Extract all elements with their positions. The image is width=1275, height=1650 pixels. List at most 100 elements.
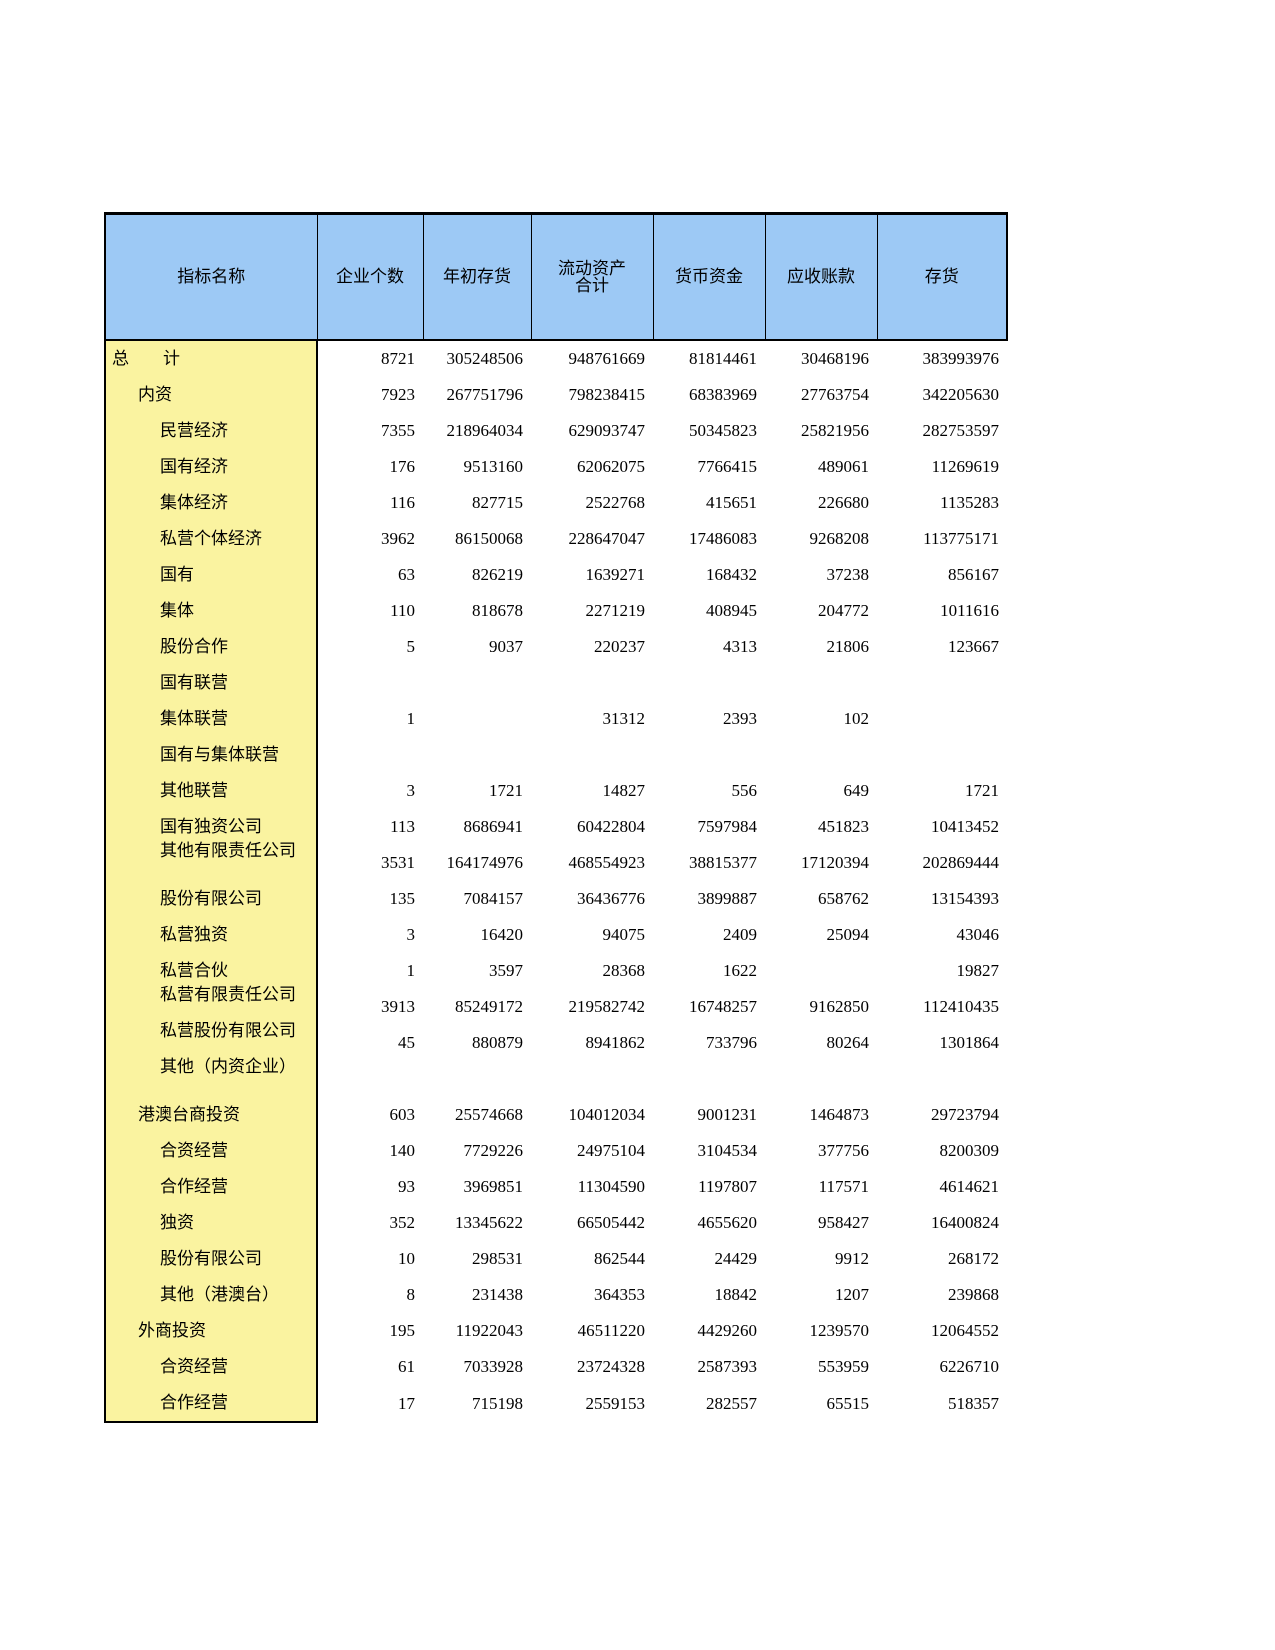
cell-monetary-funds[interactable] bbox=[653, 1061, 765, 1097]
cell-monetary-funds[interactable]: 556 bbox=[653, 773, 765, 809]
cell-monetary-funds[interactable]: 2409 bbox=[653, 917, 765, 953]
cell-monetary-funds[interactable]: 50345823 bbox=[653, 413, 765, 449]
cell-enterprise-count[interactable]: 45 bbox=[317, 1025, 423, 1061]
row-label-cell[interactable]: 民营经济 bbox=[104, 413, 318, 449]
row-label-cell[interactable]: 国有联营 bbox=[104, 665, 318, 701]
cell-enterprise-count[interactable]: 176 bbox=[317, 449, 423, 485]
table-row[interactable]: 内资 7923 267751796 798238415 68383969 27763754… bbox=[104, 377, 1007, 413]
cell-enterprise-count[interactable]: 3962 bbox=[317, 521, 423, 557]
cell-beginning-inventory[interactable]: 164174976 bbox=[423, 845, 531, 881]
cell-current-assets-total[interactable] bbox=[531, 737, 653, 773]
cell-current-assets-total[interactable]: 220237 bbox=[531, 629, 653, 665]
column-header-beginning-inventory[interactable]: 年初存货 bbox=[422, 212, 532, 341]
cell-current-assets-total[interactable]: 11304590 bbox=[531, 1169, 653, 1205]
cell-enterprise-count[interactable] bbox=[317, 665, 423, 701]
table-row[interactable]: 外商投资 195 11922043 46511220 4429260 1239570 120… bbox=[104, 1313, 1007, 1349]
cell-monetary-funds[interactable]: 1622 bbox=[653, 953, 765, 989]
cell-inventory[interactable]: 43046 bbox=[877, 917, 1007, 953]
cell-enterprise-count[interactable]: 352 bbox=[317, 1205, 423, 1241]
table-row[interactable]: 合资经营 140 7729226 24975104 3104534 377756 82003… bbox=[104, 1133, 1007, 1169]
cell-current-assets-total[interactable] bbox=[531, 665, 653, 701]
table-row[interactable]: 集体 110 818678 2271219 408945 204772 1011616 bbox=[104, 593, 1007, 629]
cell-inventory[interactable]: 1721 bbox=[877, 773, 1007, 809]
cell-enterprise-count[interactable]: 135 bbox=[317, 881, 423, 917]
cell-enterprise-count[interactable]: 110 bbox=[317, 593, 423, 629]
row-label-cell[interactable]: 股份合作 bbox=[104, 629, 318, 665]
cell-beginning-inventory[interactable]: 715198 bbox=[423, 1385, 531, 1422]
cell-inventory[interactable] bbox=[877, 737, 1007, 773]
cell-beginning-inventory[interactable]: 13345622 bbox=[423, 1205, 531, 1241]
cell-monetary-funds[interactable]: 3104534 bbox=[653, 1133, 765, 1169]
cell-beginning-inventory[interactable]: 818678 bbox=[423, 593, 531, 629]
cell-monetary-funds[interactable]: 2587393 bbox=[653, 1349, 765, 1385]
cell-current-assets-total[interactable]: 31312 bbox=[531, 701, 653, 737]
row-label-cell[interactable]: 私营合伙 bbox=[104, 953, 318, 989]
cell-enterprise-count[interactable]: 61 bbox=[317, 1349, 423, 1385]
cell-accounts-receivable[interactable]: 226680 bbox=[765, 485, 877, 521]
cell-monetary-funds[interactable]: 733796 bbox=[653, 1025, 765, 1061]
cell-accounts-receivable[interactable]: 30468196 bbox=[765, 340, 877, 377]
cell-enterprise-count[interactable]: 113 bbox=[317, 809, 423, 845]
cell-enterprise-count[interactable]: 1 bbox=[317, 953, 423, 989]
cell-beginning-inventory[interactable]: 16420 bbox=[423, 917, 531, 953]
cell-current-assets-total[interactable]: 629093747 bbox=[531, 413, 653, 449]
cell-monetary-funds[interactable]: 16748257 bbox=[653, 989, 765, 1025]
cell-beginning-inventory[interactable] bbox=[423, 1061, 531, 1097]
cell-current-assets-total[interactable]: 14827 bbox=[531, 773, 653, 809]
table-row[interactable]: 股份有限公司 10 298531 862544 24429 9912 268172 bbox=[104, 1241, 1007, 1277]
cell-enterprise-count[interactable]: 1 bbox=[317, 701, 423, 737]
cell-current-assets-total[interactable]: 2559153 bbox=[531, 1385, 653, 1422]
cell-monetary-funds[interactable]: 24429 bbox=[653, 1241, 765, 1277]
cell-current-assets-total[interactable]: 2271219 bbox=[531, 593, 653, 629]
row-label-cell[interactable]: 港澳台商投资 bbox=[104, 1097, 318, 1133]
cell-beginning-inventory[interactable]: 298531 bbox=[423, 1241, 531, 1277]
cell-monetary-funds[interactable]: 415651 bbox=[653, 485, 765, 521]
table-row[interactable]: 合作经营 17 715198 2559153 282557 65515 518357 bbox=[104, 1385, 1007, 1423]
cell-beginning-inventory[interactable] bbox=[423, 737, 531, 773]
cell-beginning-inventory[interactable]: 7084157 bbox=[423, 881, 531, 917]
cell-current-assets-total[interactable]: 948761669 bbox=[531, 340, 653, 377]
cell-accounts-receivable[interactable]: 9162850 bbox=[765, 989, 877, 1025]
column-header-enterprise-count[interactable]: 企业个数 bbox=[316, 212, 424, 341]
column-header-indicator-name[interactable]: 指标名称 bbox=[104, 212, 318, 341]
row-label-cell[interactable]: 国有独资公司 bbox=[104, 809, 318, 845]
row-label-cell[interactable]: 合作经营 bbox=[104, 1169, 318, 1205]
cell-current-assets-total[interactable]: 228647047 bbox=[531, 521, 653, 557]
row-label-cell[interactable]: 股份有限公司 bbox=[104, 1241, 318, 1277]
cell-current-assets-total[interactable]: 36436776 bbox=[531, 881, 653, 917]
cell-current-assets-total[interactable]: 66505442 bbox=[531, 1205, 653, 1241]
table-row[interactable]: 民营经济 7355 218964034 629093747 50345823 258219… bbox=[104, 413, 1007, 449]
cell-current-assets-total[interactable]: 219582742 bbox=[531, 989, 653, 1025]
cell-monetary-funds[interactable]: 3899887 bbox=[653, 881, 765, 917]
cell-accounts-receivable[interactable]: 17120394 bbox=[765, 845, 877, 881]
cell-enterprise-count[interactable]: 8 bbox=[317, 1277, 423, 1313]
cell-current-assets-total[interactable]: 62062075 bbox=[531, 449, 653, 485]
cell-inventory[interactable]: 8200309 bbox=[877, 1133, 1007, 1169]
cell-inventory[interactable]: 13154393 bbox=[877, 881, 1007, 917]
cell-beginning-inventory[interactable]: 267751796 bbox=[423, 377, 531, 413]
table-row[interactable]: 国有联营 bbox=[104, 665, 1007, 701]
row-label-cell[interactable]: 股份有限公司 bbox=[104, 881, 318, 917]
cell-accounts-receivable[interactable] bbox=[765, 665, 877, 701]
cell-enterprise-count[interactable]: 140 bbox=[317, 1133, 423, 1169]
cell-current-assets-total[interactable]: 46511220 bbox=[531, 1313, 653, 1349]
table-row[interactable]: 其他有限责任公司 3531 164174976 468554923 38815377 17… bbox=[104, 841, 1007, 881]
cell-current-assets-total[interactable]: 2522768 bbox=[531, 485, 653, 521]
cell-beginning-inventory[interactable]: 86150068 bbox=[423, 521, 531, 557]
column-header-inventory[interactable]: 存货 bbox=[876, 212, 1008, 341]
cell-inventory[interactable] bbox=[877, 665, 1007, 701]
cell-inventory[interactable]: 268172 bbox=[877, 1241, 1007, 1277]
cell-accounts-receivable[interactable]: 27763754 bbox=[765, 377, 877, 413]
cell-accounts-receivable[interactable]: 117571 bbox=[765, 1169, 877, 1205]
cell-enterprise-count[interactable]: 603 bbox=[317, 1097, 423, 1133]
cell-inventory[interactable] bbox=[877, 701, 1007, 737]
table-row[interactable]: 私营合伙 1 3597 28368 1622 19827 bbox=[104, 953, 1007, 989]
cell-current-assets-total[interactable]: 24975104 bbox=[531, 1133, 653, 1169]
cell-accounts-receivable[interactable]: 958427 bbox=[765, 1205, 877, 1241]
table-row[interactable]: 国有与集体联营 bbox=[104, 737, 1007, 773]
table-row[interactable]: 其他（内资企业） bbox=[104, 1057, 1007, 1097]
row-label-cell[interactable]: 合资经营 bbox=[104, 1349, 318, 1385]
row-label-cell[interactable]: 私营有限责任公司 bbox=[104, 985, 318, 1025]
table-row[interactable]: 合作经营 93 3969851 11304590 1197807 117571 461462… bbox=[104, 1169, 1007, 1205]
cell-monetary-funds[interactable]: 18842 bbox=[653, 1277, 765, 1313]
